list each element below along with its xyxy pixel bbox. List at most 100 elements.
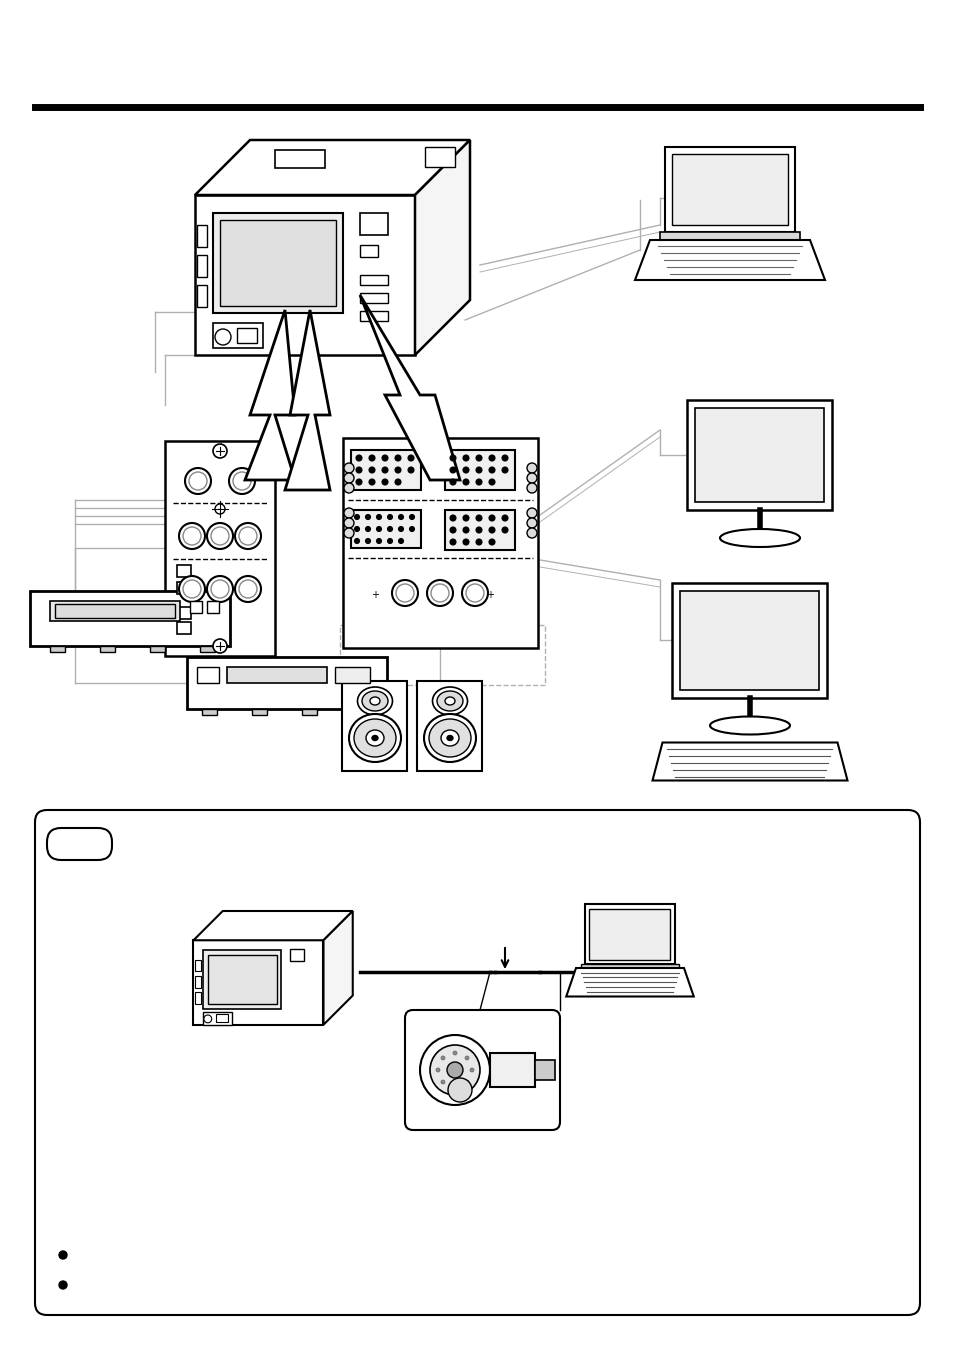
Circle shape [450,515,456,521]
Bar [203,1012,233,1025]
Ellipse shape [361,690,388,711]
Circle shape [453,1051,456,1055]
Circle shape [189,471,207,490]
Circle shape [501,527,507,534]
Circle shape [448,1078,472,1102]
Bar [444,509,515,550]
Circle shape [355,480,361,485]
Bar [339,626,544,685]
Circle shape [233,471,251,490]
Circle shape [440,1056,444,1061]
Circle shape [461,580,488,607]
Polygon shape [359,295,459,480]
Bar [194,195,415,355]
Ellipse shape [354,719,395,757]
Ellipse shape [432,688,467,715]
Circle shape [489,455,495,461]
Circle shape [450,539,456,544]
Circle shape [344,463,354,473]
Polygon shape [193,911,353,940]
Circle shape [344,528,354,538]
Bar [50,600,180,620]
Circle shape [476,455,481,461]
Circle shape [59,1281,67,1289]
Circle shape [431,584,449,603]
Bar [584,904,675,965]
Circle shape [392,580,417,607]
Circle shape [376,527,381,531]
Bar [196,255,207,277]
Circle shape [408,467,414,473]
Circle shape [185,467,211,494]
Circle shape [476,467,481,473]
Bar [165,440,274,657]
Circle shape [187,531,196,540]
Circle shape [179,576,205,603]
Circle shape [214,330,231,345]
Bar [580,965,678,970]
Circle shape [501,467,507,473]
Circle shape [395,455,400,461]
Circle shape [214,531,225,540]
Circle shape [344,517,354,528]
Bar [207,600,219,612]
Bar [194,959,200,971]
Circle shape [344,484,354,493]
Circle shape [355,539,359,543]
Bar [227,667,327,684]
Bar [589,909,670,959]
Circle shape [470,1069,474,1071]
Bar [351,509,420,549]
Circle shape [376,539,381,543]
Circle shape [462,527,469,534]
Bar [359,245,377,257]
Circle shape [462,515,469,521]
Circle shape [211,527,229,544]
Circle shape [489,467,495,473]
Circle shape [464,1079,469,1084]
Circle shape [214,504,225,513]
Circle shape [59,1251,67,1259]
Circle shape [243,531,253,540]
Circle shape [462,539,469,544]
Bar [290,950,304,961]
Polygon shape [285,309,330,490]
Circle shape [234,576,261,603]
Bar [274,150,325,168]
Bar [55,604,174,617]
Bar [196,226,207,247]
Bar [359,311,388,322]
Bar [671,154,787,226]
Circle shape [419,1035,490,1105]
Circle shape [501,515,507,521]
Circle shape [489,539,495,544]
Circle shape [381,455,388,461]
Circle shape [213,444,227,458]
Circle shape [229,467,254,494]
Circle shape [344,508,354,517]
Circle shape [489,527,495,534]
Bar [687,400,832,509]
Circle shape [409,515,414,520]
Bar [30,590,230,646]
Bar [679,590,819,689]
Circle shape [187,584,196,594]
Circle shape [234,523,261,549]
Circle shape [398,515,403,520]
Circle shape [355,527,359,531]
Circle shape [365,539,370,543]
Circle shape [447,1062,462,1078]
Circle shape [214,584,225,594]
Circle shape [243,584,253,594]
Bar [208,955,276,1004]
Circle shape [526,463,537,473]
Bar [302,709,316,715]
Circle shape [211,580,229,598]
Circle shape [450,480,456,485]
Bar [535,1061,555,1079]
Circle shape [369,455,375,461]
Ellipse shape [720,530,800,547]
FancyBboxPatch shape [35,811,919,1315]
Bar [196,285,207,307]
Circle shape [398,539,403,543]
